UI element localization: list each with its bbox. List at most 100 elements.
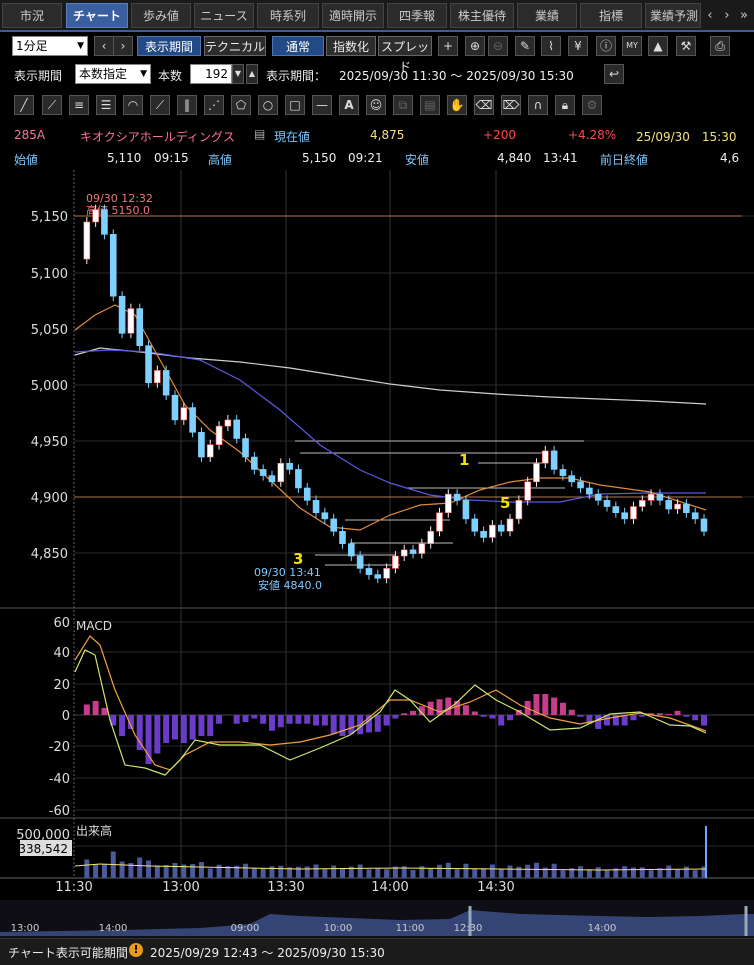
interval-select[interactable]: 1分足 ▼ (12, 36, 88, 56)
volume-bar (657, 868, 663, 878)
my-indicator-icon[interactable]: MY (622, 36, 642, 56)
fibonacci-arc-icon[interactable]: ◠ (123, 95, 143, 115)
parallel-lines-icon[interactable]: ≡ (69, 95, 89, 115)
crosshair-icon[interactable]: + (438, 36, 458, 56)
zoom-in-icon[interactable]: ⊕ (465, 36, 485, 56)
volume-bar (507, 865, 513, 878)
next-icon[interactable]: › (113, 36, 133, 56)
macd-bar (595, 715, 602, 729)
print-icon[interactable]: ⎙ (710, 36, 730, 56)
macd-bar (119, 715, 126, 736)
volume-bar (84, 859, 90, 878)
gann-fan-icon[interactable]: ⋰ (204, 95, 224, 115)
candle-body (162, 370, 170, 396)
copy-icon[interactable]: ⧉ (393, 95, 413, 115)
macd-bar (110, 715, 117, 726)
tab-market[interactable]: 市況 (2, 3, 62, 28)
settings-gear-icon[interactable]: ⚙ (582, 95, 602, 115)
magnet-icon[interactable]: ∩ (528, 95, 548, 115)
volume-bar (613, 868, 619, 878)
count-stepper-up-icon[interactable]: ▲ (246, 64, 258, 84)
price-chart[interactable]: 5,150 5,100 5,050 5,000 4,950 4,900 4,85… (0, 170, 754, 910)
macd-bar (462, 705, 469, 715)
candle-body (356, 555, 364, 569)
macd-bar (471, 711, 478, 715)
macd-bar (145, 715, 152, 764)
fan-lines-icon[interactable]: ⟋ (150, 95, 170, 115)
wrench-icon[interactable]: ⚒ (676, 36, 696, 56)
open-time: 09:15 (154, 151, 189, 165)
prev-icon[interactable]: ‹ (94, 36, 114, 56)
current-label: 現在値 (274, 130, 311, 144)
tab-scroll-end-icon[interactable]: » (740, 8, 748, 23)
macd-bar (321, 715, 328, 726)
eraser-icon[interactable]: ⌫ (474, 95, 494, 115)
spread-button[interactable]: スプレッド (378, 36, 432, 74)
tab-forecast[interactable]: 業績予測 (645, 3, 701, 28)
volume-bar (392, 866, 398, 878)
tab-benefits[interactable]: 株主優待 (450, 3, 514, 28)
volume-bar (639, 867, 645, 878)
circle-icon[interactable]: ○ (258, 95, 278, 115)
candle-body (489, 524, 496, 538)
macd-tick: -20 (49, 740, 70, 755)
period-mode-select[interactable]: 本数指定 ▼ (75, 64, 151, 84)
pencil-icon[interactable]: ✎ (515, 36, 535, 56)
tab-earnings[interactable]: 業績 (517, 3, 577, 28)
volume-bar (278, 865, 284, 878)
count-stepper-down-icon[interactable]: ▼ (232, 64, 244, 84)
hline-icon[interactable]: — (312, 95, 332, 115)
info-icon[interactable]: ⓘ (596, 36, 616, 56)
volume-bar (410, 869, 416, 878)
price-change: +200 (483, 128, 516, 142)
volume-bar (701, 866, 707, 878)
text-tool-icon[interactable]: A (339, 95, 359, 115)
pentagon-icon[interactable]: ⬠ (231, 95, 251, 115)
tab-shikiho[interactable]: 四季報 (387, 3, 447, 28)
status-period: 2025/09/29 12:43 ～ 2025/09/30 15:30 (150, 946, 385, 960)
tab-scroll-right-icon[interactable]: › (724, 8, 730, 23)
yen-icon[interactable]: ¥ (568, 36, 588, 56)
tab-chart[interactable]: チャート (66, 3, 128, 28)
display-period-button[interactable]: 表示期間 (137, 36, 201, 56)
zoom-out-icon[interactable]: ⊖ (488, 36, 508, 56)
macd-histogram (83, 694, 707, 764)
indexed-button[interactable]: 指数化 (326, 36, 376, 56)
chart-pattern-icon[interactable]: ⌇ (541, 36, 561, 56)
macd-tick: 40 (53, 646, 70, 661)
tab-indicators[interactable]: 指標 (580, 3, 642, 28)
area-chart-icon[interactable]: ▲ (648, 36, 668, 56)
stamp-icon[interactable]: ☺ (366, 95, 386, 115)
tab-disclosure[interactable]: 適時開示 (322, 3, 384, 28)
vertical-lines-icon[interactable]: ‖ (177, 95, 197, 115)
trendline-icon[interactable]: ╱ (14, 95, 34, 115)
technical-button[interactable]: テクニカル (204, 36, 266, 56)
count-input[interactable]: 192 (190, 64, 232, 84)
candle-body (559, 469, 567, 476)
tab-news[interactable]: ニュース (194, 3, 254, 28)
tab-scroll-left-icon[interactable]: ‹ (707, 8, 713, 23)
normal-button[interactable]: 通常 (272, 36, 324, 56)
horizontal-lines-icon[interactable]: ☰ (96, 95, 116, 115)
rectangle-icon[interactable]: □ (285, 95, 305, 115)
volume-bar (419, 866, 425, 878)
volume-bar (542, 867, 548, 878)
volume-bar (675, 869, 681, 878)
ruler-icon[interactable]: ⟋ (42, 95, 62, 115)
volume-bar (683, 866, 689, 878)
macd-bar (216, 715, 223, 724)
tab-ticks[interactable]: 歩み値 (131, 3, 191, 28)
eraser-all-icon[interactable]: ⌦ (501, 95, 521, 115)
reset-icon[interactable]: ↩ (604, 64, 624, 84)
list-icon[interactable]: ▤ (420, 95, 440, 115)
period-navigator[interactable]: 13:00 14:00 09:00 10:00 11:00 12:30 14:0… (0, 900, 754, 938)
high-time: 09:21 (348, 151, 383, 165)
candle-body (127, 308, 135, 334)
lock-icon[interactable]: 🔒︎ (555, 95, 575, 115)
tab-timeseries[interactable]: 時系列 (257, 3, 319, 28)
low-label: 安値 (405, 153, 430, 167)
document-icon[interactable]: ▤ (254, 127, 266, 141)
wave-label-5: 5 (500, 494, 510, 512)
candle-body (242, 438, 249, 458)
hand-icon[interactable]: ✋ (447, 95, 467, 115)
